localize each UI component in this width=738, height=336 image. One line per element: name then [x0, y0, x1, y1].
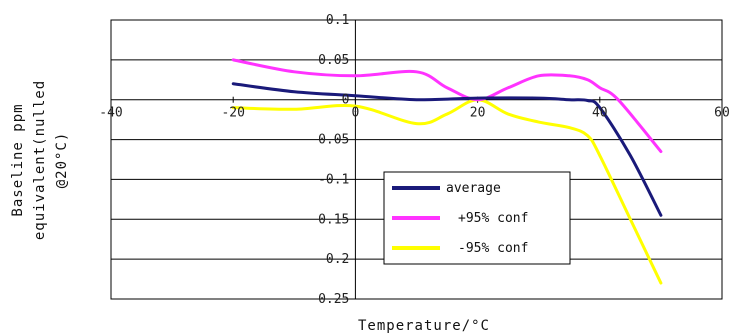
y-axis-title-line-2: equivalent(nulled	[32, 80, 48, 240]
y-tick-label-3: 0.05	[318, 133, 349, 148]
y-tick-label-2: 0	[342, 93, 350, 108]
x-tick-label-3: 20	[470, 106, 486, 121]
series-line-95-conf	[231, 58, 663, 154]
y-tick-label-5: 0.15	[318, 212, 349, 227]
x-tick-label-4: 40	[592, 106, 608, 121]
y-axis-title-line-1: Baseline ppm	[10, 103, 26, 216]
legend-label-plus95: +95% conf	[458, 211, 528, 226]
y-axis-title-line-3: @20°C)	[54, 132, 70, 189]
series-lines	[231, 58, 663, 285]
x-tick-label-2: 0	[351, 106, 359, 121]
x-tick-label-5: 60	[714, 106, 730, 121]
y-tick-label-6: 0.2	[326, 252, 349, 267]
y-tick-label-7: 0.25	[318, 292, 349, 307]
y-tick-label-1: 0.05	[318, 53, 349, 68]
legend-label-average: average	[446, 181, 501, 196]
legend: average +95% conf -95% conf	[383, 171, 571, 265]
series-line-average	[231, 82, 663, 217]
x-tick-label-1: -20	[221, 106, 244, 121]
series-line-95-conf	[231, 98, 663, 285]
y-tick-label-4: -0.1	[318, 172, 349, 187]
legend-label-minus95: -95% conf	[458, 241, 528, 256]
x-axis-title: Temperature/°C	[358, 318, 490, 334]
y-tick-label-0: 0.1	[326, 13, 349, 28]
x-tick-label-0: -40	[99, 106, 122, 121]
axis-titles: Temperature/°C Baseline ppm equivalent(n…	[10, 80, 490, 334]
